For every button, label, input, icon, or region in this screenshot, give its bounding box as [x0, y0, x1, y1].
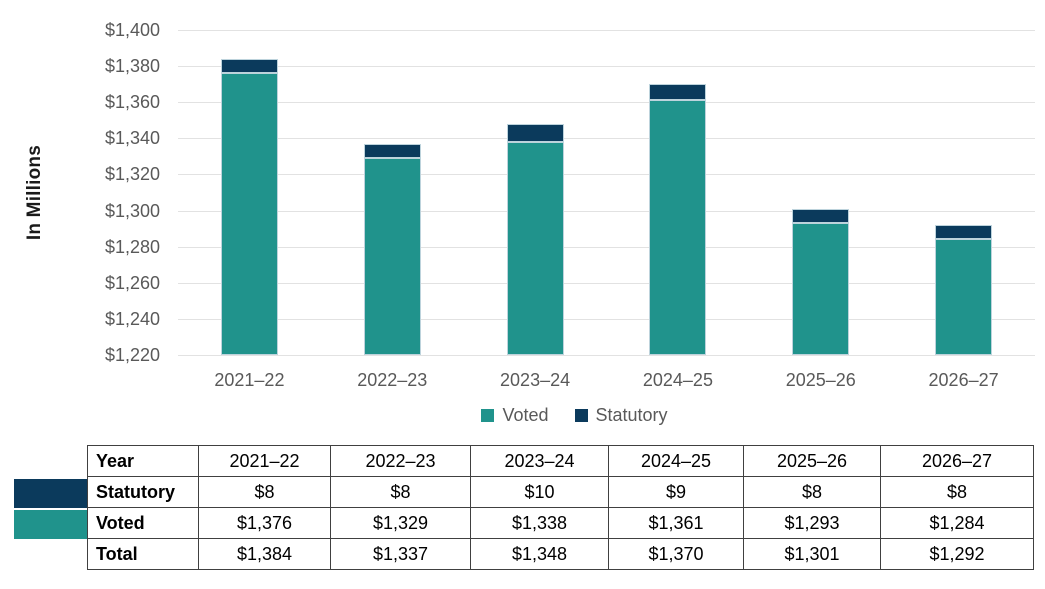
plot-area — [178, 30, 1035, 356]
table-cell: $1,384 — [198, 538, 331, 570]
table-cell: 2021–22 — [198, 445, 331, 477]
table-legend-swatch-voted — [14, 510, 87, 539]
table-row-label-total: Total — [87, 538, 199, 570]
table-cell: 2025–26 — [743, 445, 881, 477]
bar-segment-voted — [935, 239, 993, 355]
gridline — [178, 355, 1035, 356]
y-axis-tick-label: $1,400 — [104, 20, 160, 40]
budget-data-table: Year 2021–22 2022–23 2023–24 2024–25 2025–26 2… — [87, 445, 1034, 570]
y-axis-title: In Millions — [22, 30, 48, 355]
x-axis-tick-label: 2025–26 — [785, 370, 856, 390]
table-legend-swatch-statutory — [14, 478, 87, 508]
bar-segment-voted — [649, 100, 707, 355]
y-axis-tick-label: $1,240 — [104, 308, 160, 329]
gridline — [178, 318, 1035, 320]
table-row: Year 2021–22 2022–23 2023–24 2024–25 2025–26 2… — [87, 445, 1034, 477]
gridline — [178, 138, 1035, 140]
y-axis-tick-label: $1,280 — [104, 236, 160, 257]
table-cell: $1,370 — [608, 538, 744, 570]
table-cell: $10 — [470, 476, 609, 508]
x-axis-tick-label: 2021–22 — [214, 370, 285, 390]
table-cell: $1,301 — [743, 538, 881, 570]
table-cell: $8 — [198, 476, 331, 508]
gridline — [178, 282, 1035, 284]
table-cell: $1,284 — [880, 507, 1034, 539]
table-header-year: Year — [87, 445, 199, 477]
table-cell: $8 — [330, 476, 471, 508]
gridline — [178, 210, 1035, 212]
legend-swatch-icon — [481, 408, 495, 422]
legend-swatch-icon — [574, 408, 588, 422]
gridline — [178, 66, 1035, 68]
bar-segment-statutory — [935, 225, 993, 240]
legend-label: Statutory — [595, 404, 668, 425]
table-cell: $1,338 — [470, 507, 609, 539]
y-axis-tick-label: $1,220 — [104, 345, 160, 365]
y-axis-tick-label: $1,300 — [104, 200, 160, 221]
x-axis-tick-label: 2026–27 — [928, 370, 999, 390]
y-axis-tick-label: $1,260 — [104, 272, 160, 293]
table-cell: $1,329 — [330, 507, 471, 539]
y-axis-tick-label: $1,380 — [104, 56, 160, 77]
table-row: Voted $1,376 $1,329 $1,338 $1,361 $1,293 $1,28… — [87, 507, 1034, 539]
table-row: Statutory $8 $8 $10 $9 $8 $8 — [87, 476, 1034, 508]
x-axis-tick-label: 2023–24 — [500, 370, 571, 390]
y-axis-tick-label: $1,320 — [104, 164, 160, 185]
chart-legend: Voted Statutory — [52, 403, 1045, 427]
table-cell: 2023–24 — [470, 445, 609, 477]
table-row-label-statutory: Statutory — [87, 476, 199, 508]
legend-item: Statutory — [574, 404, 668, 426]
gridline — [178, 30, 1035, 31]
table-cell: 2026–27 — [880, 445, 1034, 477]
table-cell: 2024–25 — [608, 445, 744, 477]
bar-segment-statutory — [792, 208, 850, 224]
y-axis-tick-label: $1,360 — [104, 92, 160, 113]
y-axis-title-text: In Millions — [24, 144, 45, 241]
table-cell: $1,293 — [743, 507, 881, 539]
bar-segment-statutory — [363, 143, 421, 159]
legend-item: Voted — [481, 404, 549, 426]
bar-segment-statutory — [506, 123, 564, 142]
table-cell: $1,337 — [330, 538, 471, 570]
table-cell: $1,292 — [880, 538, 1034, 570]
legend-label: Voted — [502, 404, 549, 425]
bar-segment-voted — [363, 158, 421, 355]
table-cell: $1,348 — [470, 538, 609, 570]
y-axis-tick-label: $1,340 — [104, 128, 160, 149]
table-cell: $1,361 — [608, 507, 744, 539]
table-cell: 2022–23 — [330, 445, 471, 477]
x-axis-tick-label: 2024–25 — [642, 370, 713, 390]
bar-segment-statutory — [220, 58, 278, 74]
bar-segment-statutory — [649, 84, 707, 101]
bar-segment-voted — [220, 73, 278, 355]
bar-segment-voted — [506, 141, 564, 355]
gridline — [178, 246, 1035, 248]
gridline — [178, 174, 1035, 176]
table-row: Total $1,384 $1,337 $1,348 $1,370 $1,301 $1,29… — [87, 538, 1034, 570]
table-cell: $8 — [880, 476, 1034, 508]
gridline — [178, 102, 1035, 104]
table-cell: $1,376 — [198, 507, 331, 539]
bar-segment-voted — [792, 223, 850, 355]
x-axis-tick-label: 2022–23 — [357, 370, 428, 390]
table-cell: $9 — [608, 476, 744, 508]
table-cell: $8 — [743, 476, 881, 508]
table-row-label-voted: Voted — [87, 507, 199, 539]
